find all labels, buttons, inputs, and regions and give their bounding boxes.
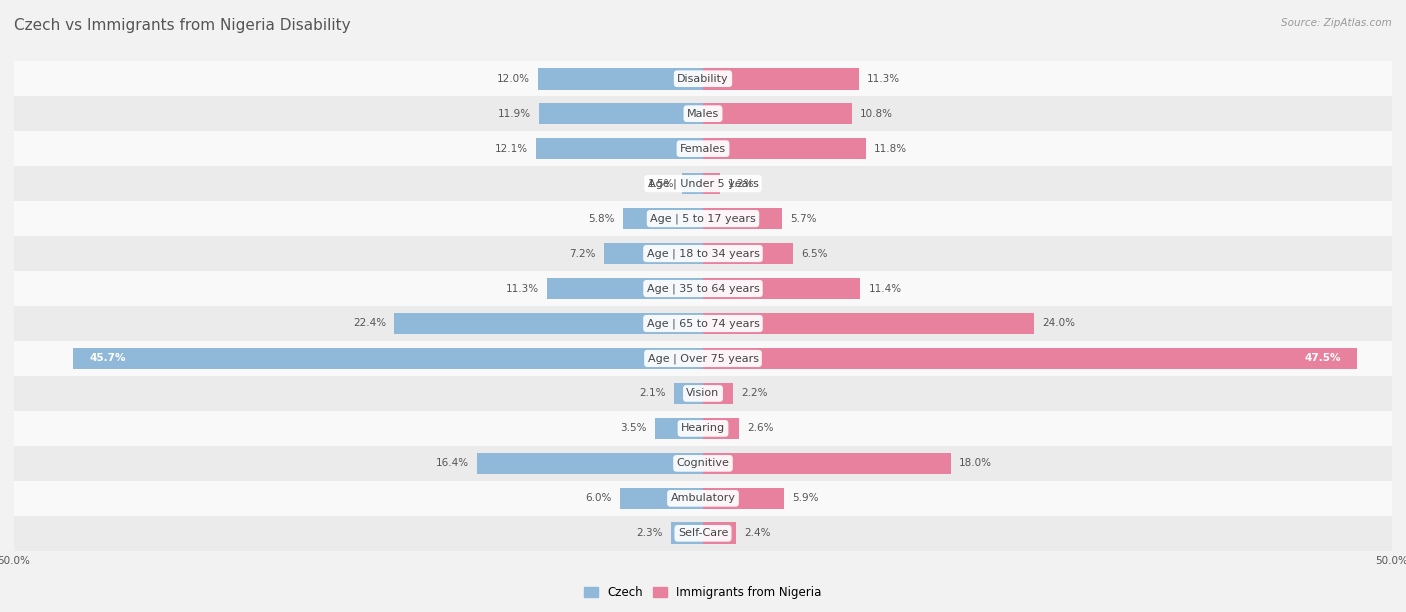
Bar: [703, 488, 785, 509]
Text: Age | 65 to 74 years: Age | 65 to 74 years: [647, 318, 759, 329]
Text: Disability: Disability: [678, 73, 728, 84]
Text: Age | 5 to 17 years: Age | 5 to 17 years: [650, 214, 756, 224]
Bar: [14, 481, 1392, 516]
Bar: [14, 341, 1392, 376]
Text: 22.4%: 22.4%: [353, 318, 387, 329]
Text: Vision: Vision: [686, 389, 720, 398]
Text: Age | 18 to 34 years: Age | 18 to 34 years: [647, 248, 759, 259]
Bar: [703, 382, 734, 405]
Text: 12.0%: 12.0%: [496, 73, 530, 84]
Text: 2.2%: 2.2%: [741, 389, 768, 398]
Bar: [537, 68, 703, 89]
Text: Females: Females: [681, 144, 725, 154]
Bar: [14, 96, 1392, 131]
Bar: [14, 516, 1392, 551]
Bar: [14, 166, 1392, 201]
Text: 6.5%: 6.5%: [801, 248, 827, 258]
Text: 24.0%: 24.0%: [1042, 318, 1076, 329]
Bar: [703, 243, 793, 264]
Bar: [703, 523, 737, 544]
Text: 11.3%: 11.3%: [868, 73, 900, 84]
Bar: [655, 417, 703, 439]
Text: 5.8%: 5.8%: [588, 214, 614, 223]
Bar: [14, 61, 1392, 96]
Bar: [703, 278, 860, 299]
Text: 18.0%: 18.0%: [959, 458, 993, 468]
Text: 1.5%: 1.5%: [648, 179, 673, 188]
Bar: [703, 417, 738, 439]
Bar: [14, 201, 1392, 236]
Bar: [623, 207, 703, 230]
Text: 5.9%: 5.9%: [793, 493, 820, 503]
Text: 47.5%: 47.5%: [1305, 354, 1341, 364]
Bar: [394, 313, 703, 334]
Text: Hearing: Hearing: [681, 424, 725, 433]
Bar: [14, 306, 1392, 341]
Bar: [703, 348, 1358, 369]
Text: Cognitive: Cognitive: [676, 458, 730, 468]
Bar: [14, 411, 1392, 446]
Bar: [477, 452, 703, 474]
Bar: [703, 68, 859, 89]
Bar: [703, 313, 1033, 334]
Text: 10.8%: 10.8%: [860, 109, 893, 119]
Text: 5.7%: 5.7%: [790, 214, 817, 223]
Bar: [536, 138, 703, 160]
Text: 2.6%: 2.6%: [747, 424, 773, 433]
Bar: [14, 271, 1392, 306]
Text: 2.3%: 2.3%: [637, 528, 664, 539]
Text: 7.2%: 7.2%: [569, 248, 596, 258]
Text: 11.9%: 11.9%: [498, 109, 531, 119]
Text: Source: ZipAtlas.com: Source: ZipAtlas.com: [1281, 18, 1392, 28]
Text: 1.2%: 1.2%: [728, 179, 754, 188]
Text: 11.3%: 11.3%: [506, 283, 538, 294]
Text: Self-Care: Self-Care: [678, 528, 728, 539]
Bar: [603, 243, 703, 264]
Text: 45.7%: 45.7%: [90, 354, 127, 364]
Text: Age | 35 to 64 years: Age | 35 to 64 years: [647, 283, 759, 294]
Bar: [673, 382, 703, 405]
Text: 6.0%: 6.0%: [586, 493, 612, 503]
Bar: [671, 523, 703, 544]
Bar: [703, 173, 720, 195]
Bar: [14, 131, 1392, 166]
Bar: [73, 348, 703, 369]
Legend: Czech, Immigrants from Nigeria: Czech, Immigrants from Nigeria: [579, 581, 827, 603]
Bar: [14, 236, 1392, 271]
Bar: [682, 173, 703, 195]
Text: Ambulatory: Ambulatory: [671, 493, 735, 503]
Text: Age | Under 5 years: Age | Under 5 years: [648, 178, 758, 189]
Text: Czech vs Immigrants from Nigeria Disability: Czech vs Immigrants from Nigeria Disabil…: [14, 18, 350, 34]
Text: 11.8%: 11.8%: [875, 144, 907, 154]
Bar: [547, 278, 703, 299]
Text: Age | Over 75 years: Age | Over 75 years: [648, 353, 758, 364]
Bar: [703, 103, 852, 124]
Bar: [620, 488, 703, 509]
Text: 11.4%: 11.4%: [869, 283, 901, 294]
Text: 2.1%: 2.1%: [640, 389, 666, 398]
Bar: [703, 138, 866, 160]
Bar: [703, 207, 782, 230]
Bar: [14, 376, 1392, 411]
Text: 3.5%: 3.5%: [620, 424, 647, 433]
Bar: [538, 103, 703, 124]
Bar: [703, 452, 950, 474]
Text: Males: Males: [688, 109, 718, 119]
Text: 12.1%: 12.1%: [495, 144, 529, 154]
Text: 16.4%: 16.4%: [436, 458, 468, 468]
Bar: [14, 446, 1392, 481]
Text: 2.4%: 2.4%: [744, 528, 770, 539]
